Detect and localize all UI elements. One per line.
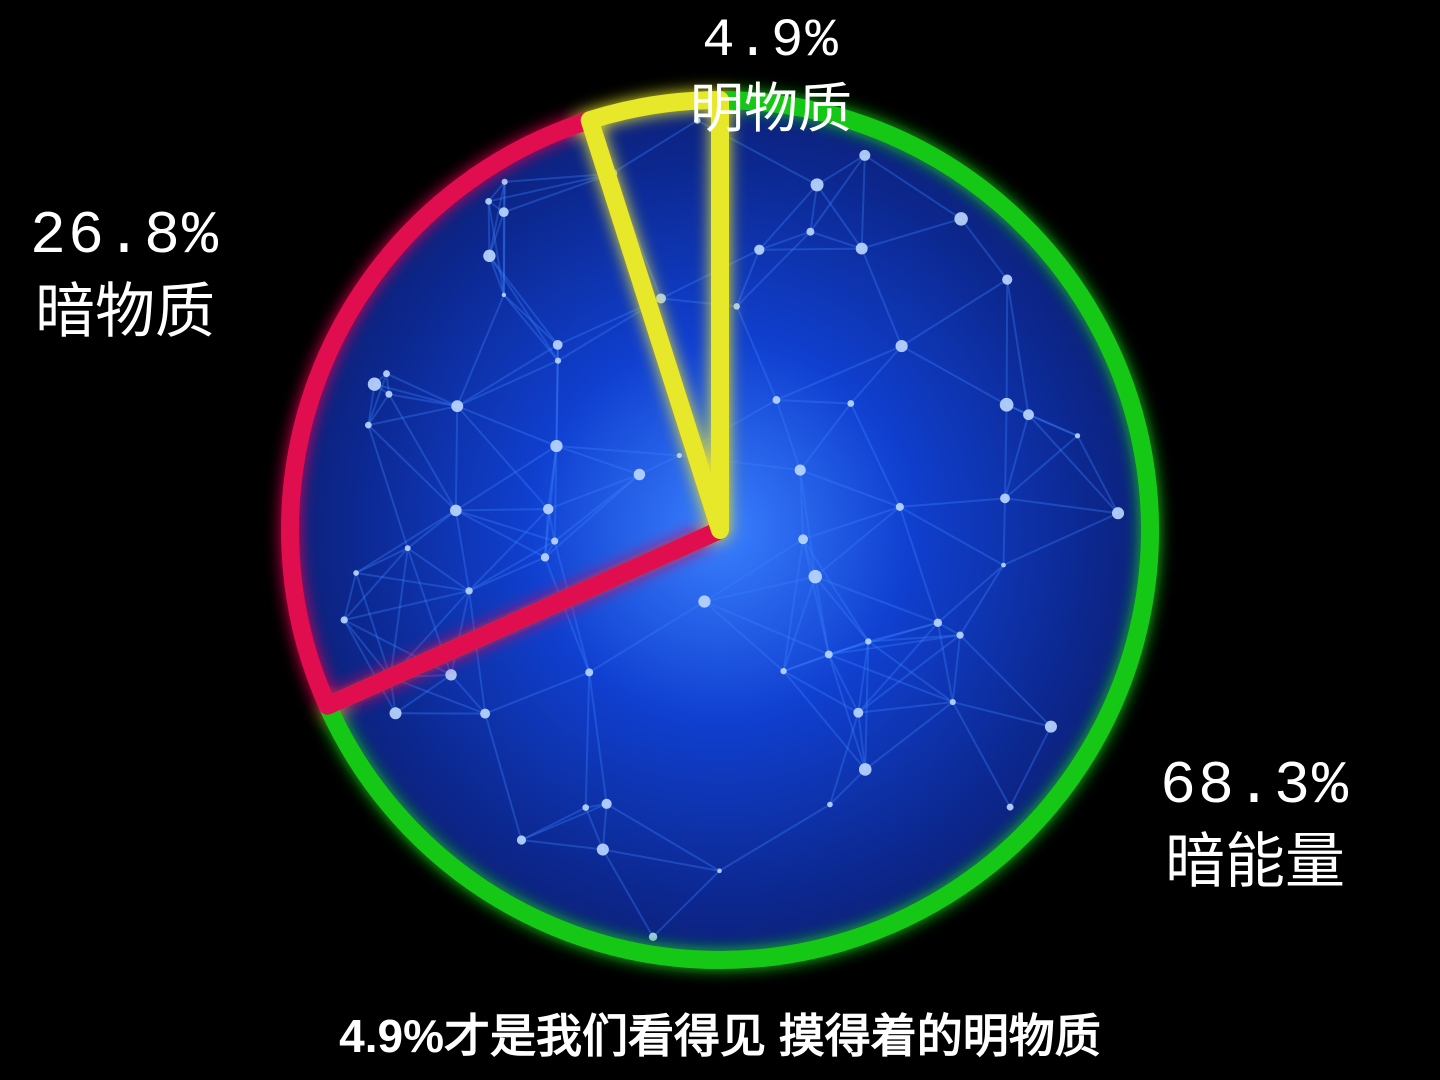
pie-chart bbox=[0, 0, 1440, 1080]
label-ordinary-name: 明物质 bbox=[690, 76, 852, 144]
label-darkmatter-percent: 26.8% bbox=[30, 200, 220, 275]
label-ordinary-matter: 4.9% 明物质 bbox=[690, 8, 852, 143]
label-ordinary-percent: 4.9% bbox=[690, 8, 852, 76]
label-dark-energy: 68.3% 暗能量 bbox=[1160, 750, 1350, 900]
label-darkenergy-name: 暗能量 bbox=[1160, 825, 1350, 900]
label-darkenergy-percent: 68.3% bbox=[1160, 750, 1350, 825]
caption-text: 4.9%才是我们看得见 摸得着的明物质 bbox=[0, 1000, 1440, 1066]
label-dark-matter: 26.8% 暗物质 bbox=[30, 200, 220, 350]
chart-stage: { "chart": { "type": "pie", "center_x": … bbox=[0, 0, 1440, 1080]
label-darkmatter-name: 暗物质 bbox=[30, 275, 220, 350]
